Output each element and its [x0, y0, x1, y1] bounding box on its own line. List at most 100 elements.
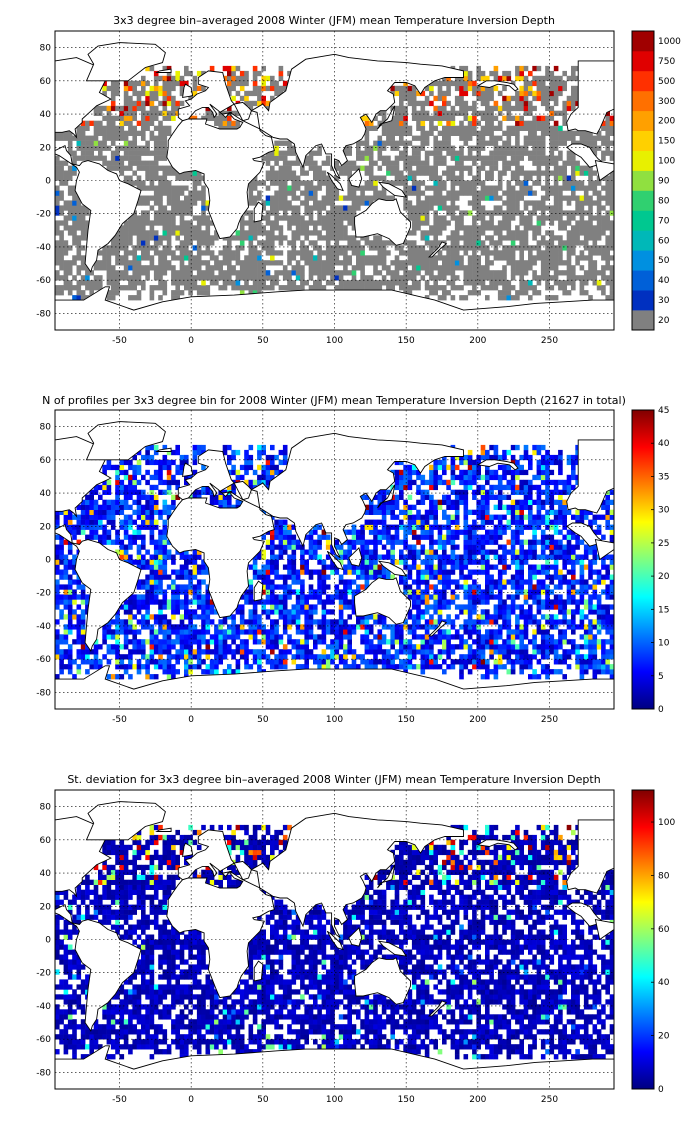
data-cell: [132, 160, 137, 166]
data-cell: [248, 290, 254, 296]
data-cell: [364, 639, 370, 645]
data-cell: [558, 250, 563, 256]
data-cell: [227, 255, 232, 261]
data-cell: [192, 195, 198, 201]
data-cell: [67, 584, 73, 590]
data-cell: [184, 220, 189, 226]
data-cell: [360, 165, 365, 171]
data-cell: [351, 245, 357, 251]
data-cell: [98, 140, 103, 146]
data-cell: [179, 649, 185, 655]
data-cell: [136, 225, 142, 231]
data-cell: [282, 594, 288, 600]
data-cell: [334, 195, 340, 201]
data-cell: [102, 624, 107, 630]
data-cell: [609, 639, 615, 645]
data-cell: [579, 285, 585, 291]
data-cell: [446, 115, 451, 121]
data-cell: [429, 85, 434, 92]
data-cell: [313, 185, 318, 191]
data-cell: [334, 619, 340, 625]
data-cell: [158, 250, 163, 256]
data-cell: [179, 245, 185, 251]
data-cell: [442, 649, 447, 655]
data-cell: [162, 105, 168, 112]
data-cell: [291, 240, 297, 246]
data-cell: [325, 255, 331, 261]
data-cell: [472, 145, 477, 151]
data-cell: [502, 584, 507, 590]
data-cell: [300, 180, 305, 186]
data-cell: [579, 220, 585, 226]
data-cell: [540, 120, 546, 126]
data-cell: [510, 215, 516, 221]
data-cell: [80, 609, 86, 615]
data-cell: [532, 180, 537, 186]
data-cell: [171, 200, 176, 206]
data-cell: [605, 225, 610, 231]
data-cell: [360, 619, 365, 625]
data-cell: [295, 180, 301, 186]
data-cell: [196, 170, 202, 176]
data-cell: [553, 180, 559, 186]
panel-1-cells: [55, 65, 615, 301]
data-cell: [450, 285, 456, 291]
data-cell: [442, 110, 447, 116]
data-cell: [463, 659, 469, 665]
data-cell: [145, 594, 150, 600]
data-cell: [536, 160, 542, 166]
data-cell: [399, 265, 404, 271]
data-cell: [222, 245, 228, 251]
data-cell: [93, 155, 99, 161]
data-cell: [270, 195, 275, 201]
data-cell: [317, 265, 322, 271]
data-cell: [343, 594, 348, 600]
data-cell: [214, 654, 219, 660]
data-cell: [545, 180, 550, 186]
data-cell: [519, 120, 524, 126]
data-cell: [80, 145, 86, 151]
data-cell: [420, 135, 426, 141]
data-cell: [407, 100, 413, 107]
data-cell: [59, 599, 64, 605]
data-cell: [304, 225, 309, 231]
data-cell: [308, 260, 314, 266]
data-cell: [67, 265, 73, 271]
data-cell: [239, 230, 245, 236]
data-cell: [136, 105, 142, 112]
data-cell: [188, 205, 193, 211]
data-cell: [575, 90, 580, 97]
data-cell: [485, 95, 490, 102]
data-cell: [67, 215, 73, 221]
data-cell: [270, 659, 275, 665]
data-cell: [235, 80, 241, 87]
data-cell: [67, 594, 73, 600]
data-cell: [601, 125, 606, 131]
data-cell: [446, 664, 451, 670]
data-cell: [136, 100, 142, 107]
data-cell: [184, 659, 189, 665]
y-tick-label: -80: [36, 309, 51, 319]
data-cell: [110, 240, 116, 246]
data-cell: [429, 649, 434, 655]
data-cell: [115, 245, 120, 251]
data-cell: [407, 175, 413, 181]
data-cell: [381, 175, 387, 181]
data-cell: [476, 85, 481, 92]
data-cell: [93, 275, 99, 281]
data-cell: [252, 230, 258, 236]
data-cell: [132, 155, 137, 161]
data-cell: [566, 654, 572, 660]
data-cell: [510, 639, 516, 645]
data-cell: [394, 90, 400, 97]
data-cell: [523, 594, 529, 600]
data-cell: [609, 614, 615, 620]
data-cell: [110, 250, 116, 256]
data-cell: [493, 190, 499, 196]
data-cell: [446, 644, 451, 650]
data-cell: [98, 275, 103, 281]
data-cell: [562, 70, 567, 77]
data-cell: [605, 175, 610, 181]
data-cell: [179, 200, 185, 206]
data-cell: [360, 285, 365, 291]
